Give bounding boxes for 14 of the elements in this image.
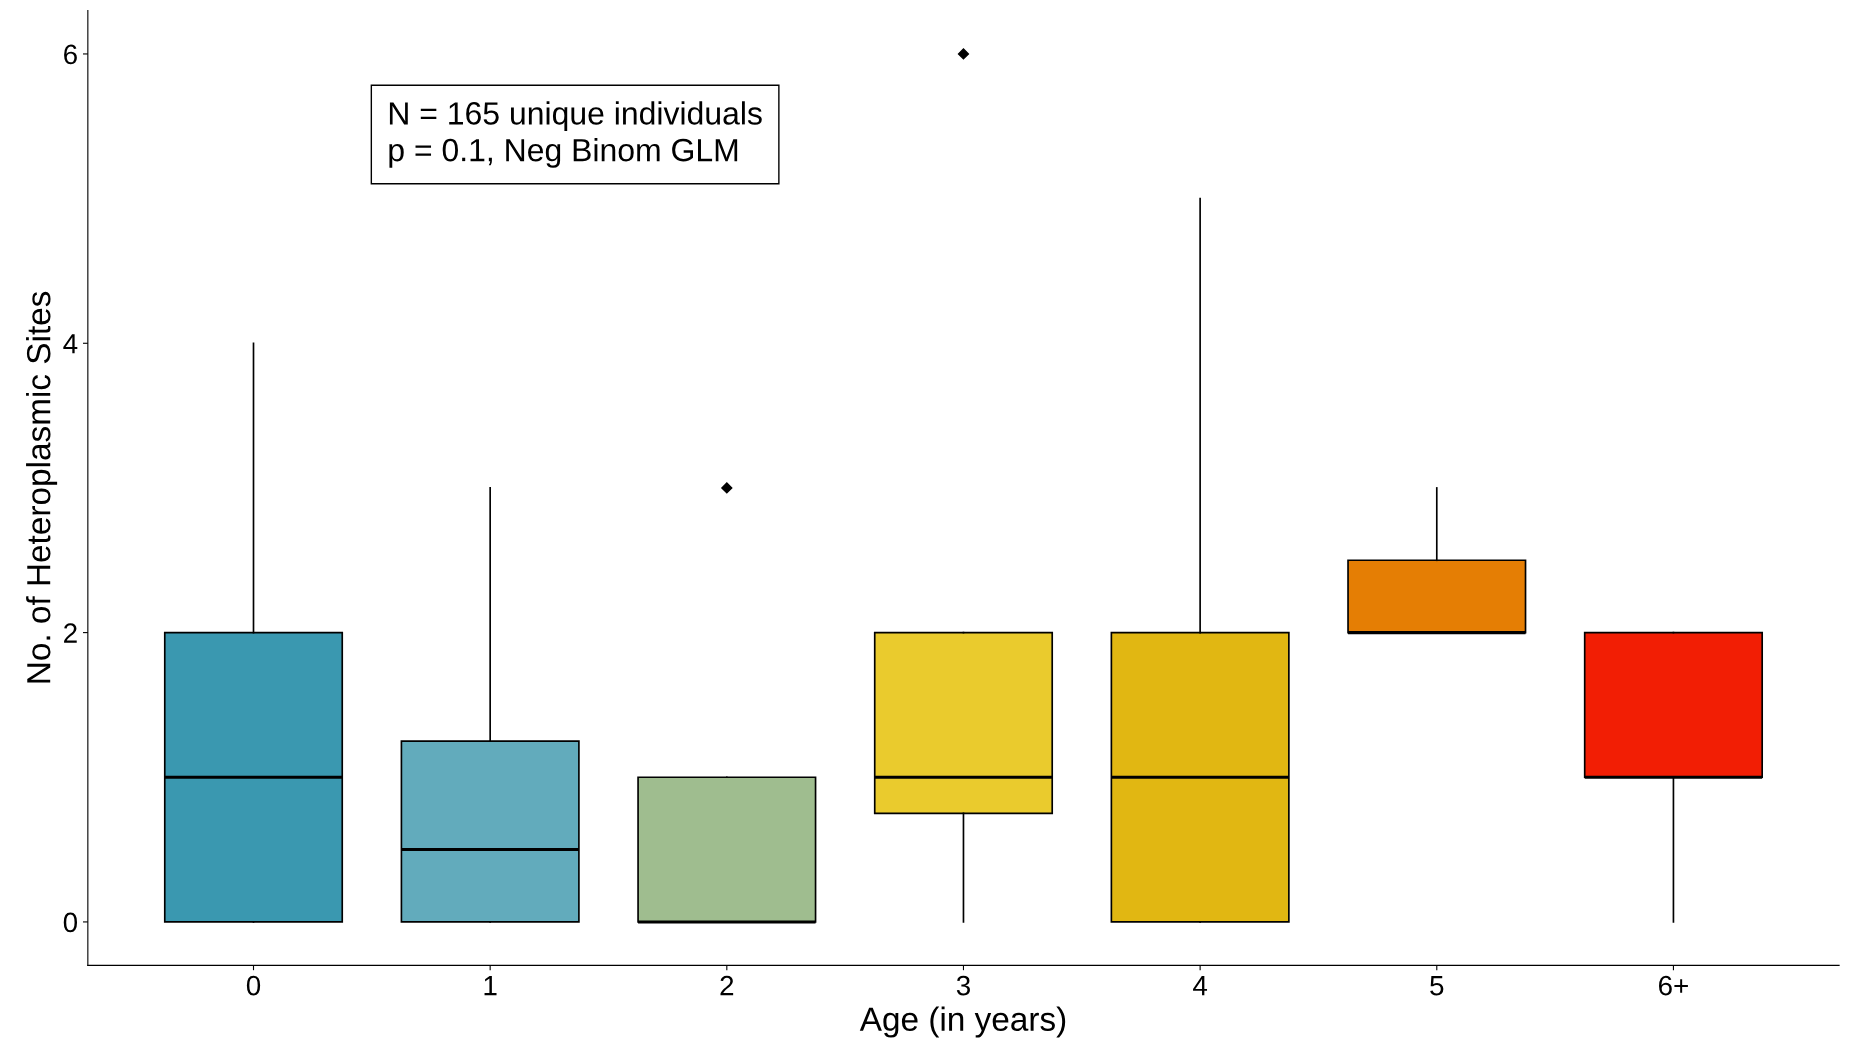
- x-tick-label: 6+: [1659, 975, 1688, 996]
- x-axis-title: Age (in years): [859, 1006, 1066, 1038]
- y-axis-title: No. of Heteroplasmic Sites: [26, 291, 58, 683]
- x-tick-label: 0: [246, 975, 261, 996]
- x-tick-label: 2: [720, 975, 734, 996]
- y-tick-label: 4: [63, 334, 78, 354]
- y-tick-label: 6: [64, 44, 77, 65]
- x-tick-label: 5: [1430, 976, 1444, 996]
- x-tick-label: 1: [484, 976, 497, 996]
- y-tick-label: 0: [63, 912, 78, 933]
- y-tick-label: 2: [64, 623, 77, 643]
- x-tick-label: 4: [1193, 976, 1208, 996]
- x-tick-label: 3: [956, 975, 970, 996]
- annotation: N = 165 unique individuals p = 0.1, Neg Binom GLM: [389, 101, 762, 168]
